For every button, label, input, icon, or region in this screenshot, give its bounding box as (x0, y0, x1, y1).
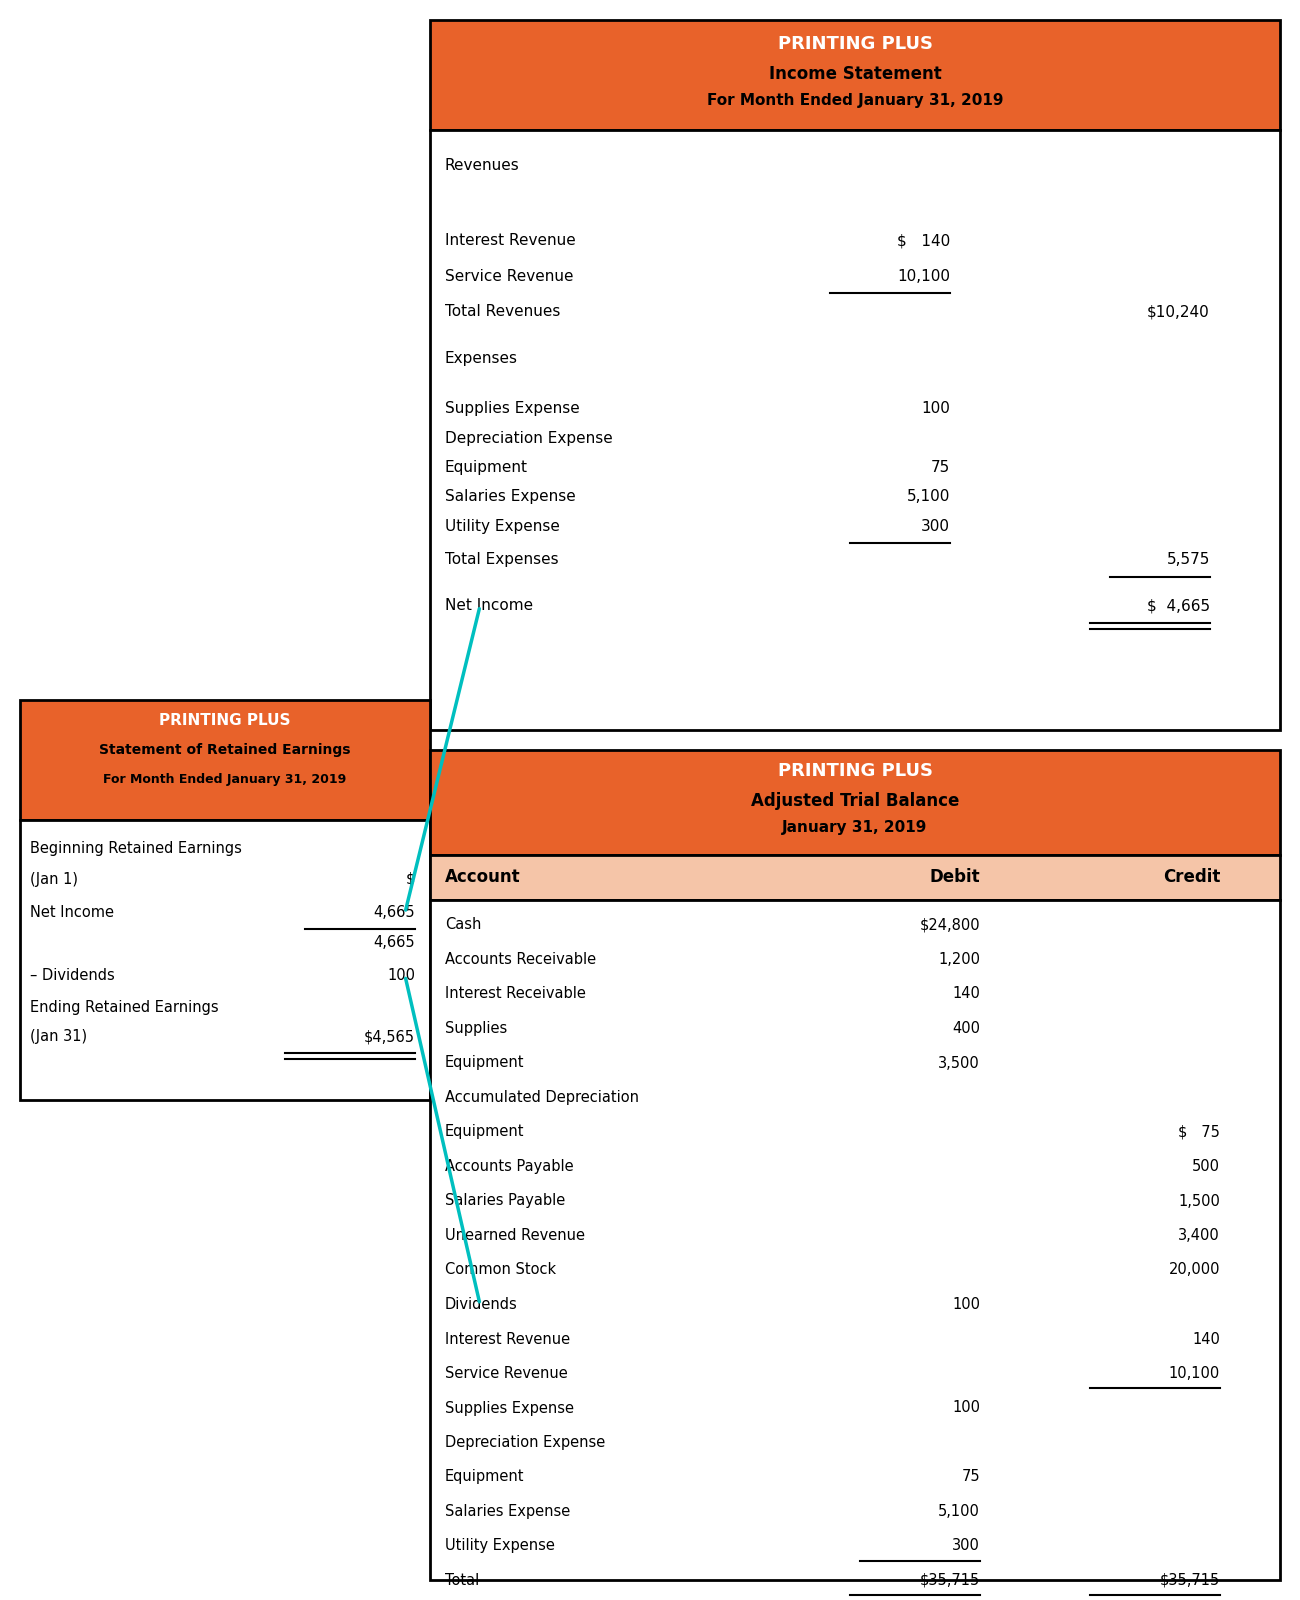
Text: PRINTING PLUS: PRINTING PLUS (777, 762, 932, 779)
Text: Supplies Expense: Supplies Expense (445, 1400, 575, 1416)
Text: $35,715: $35,715 (920, 1573, 980, 1587)
Text: Net Income: Net Income (30, 906, 114, 920)
Text: 5,575: 5,575 (1166, 552, 1210, 568)
Text: Dividends: Dividends (445, 1298, 517, 1312)
Bar (430, 750, 1280, 854)
Text: Salaries Payable: Salaries Payable (445, 1194, 566, 1208)
Text: Common Stock: Common Stock (445, 1262, 556, 1277)
Text: For Month Ended January 31, 2019: For Month Ended January 31, 2019 (707, 93, 1004, 109)
Text: Interest Receivable: Interest Receivable (445, 987, 586, 1002)
Text: 300: 300 (952, 1539, 980, 1554)
Text: 5,100: 5,100 (906, 490, 950, 504)
Text: $4,565: $4,565 (364, 1029, 415, 1045)
Text: 100: 100 (922, 402, 950, 416)
Text: Salaries Expense: Salaries Expense (445, 1504, 571, 1518)
Text: Depreciation Expense: Depreciation Expense (445, 1435, 606, 1450)
Text: 10,100: 10,100 (897, 269, 950, 283)
Text: – Dividends: – Dividends (30, 968, 114, 982)
Text: Supplies: Supplies (445, 1021, 507, 1037)
Text: 140: 140 (1192, 1331, 1219, 1347)
Text: Utility Expense: Utility Expense (445, 518, 560, 534)
Text: Total Revenues: Total Revenues (445, 304, 560, 320)
Text: 3,500: 3,500 (939, 1056, 980, 1070)
Text: Total Expenses: Total Expenses (445, 552, 559, 568)
Text: PRINTING PLUS: PRINTING PLUS (159, 714, 291, 728)
Text: Cash: Cash (445, 917, 481, 933)
Text: PRINTING PLUS: PRINTING PLUS (777, 35, 932, 53)
Text: 1,200: 1,200 (939, 952, 980, 966)
Text: 400: 400 (952, 1021, 980, 1037)
Text: Supplies Expense: Supplies Expense (445, 402, 580, 416)
Bar (430, 130, 1280, 730)
Bar (430, 19, 1280, 130)
Text: 500: 500 (1192, 1158, 1219, 1174)
Text: 1,500: 1,500 (1178, 1194, 1219, 1208)
Bar (20, 819, 430, 1101)
Text: 100: 100 (952, 1298, 980, 1312)
Text: Account: Account (445, 869, 520, 886)
Bar (430, 854, 1280, 899)
Text: 3,400: 3,400 (1178, 1229, 1219, 1243)
Text: Total: Total (445, 1573, 480, 1587)
Text: Debit: Debit (930, 869, 980, 886)
Text: Interest Revenue: Interest Revenue (445, 234, 576, 248)
Text: 20,000: 20,000 (1169, 1262, 1219, 1277)
Text: Equipment: Equipment (445, 1125, 524, 1139)
Text: $10,240: $10,240 (1147, 304, 1210, 320)
Text: Revenues: Revenues (445, 157, 520, 173)
Text: Ending Retained Earnings: Ending Retained Earnings (30, 1000, 218, 1014)
Text: For Month Ended January 31, 2019: For Month Ended January 31, 2019 (104, 773, 347, 786)
Text: Expenses: Expenses (445, 350, 517, 366)
Text: Unearned Revenue: Unearned Revenue (445, 1229, 585, 1243)
Text: 75: 75 (962, 1469, 980, 1485)
Text: Equipment: Equipment (445, 1469, 524, 1485)
Text: Service Revenue: Service Revenue (445, 1366, 568, 1381)
Text: 4,665: 4,665 (373, 934, 415, 950)
Text: 10,100: 10,100 (1169, 1366, 1219, 1381)
Text: Salaries Expense: Salaries Expense (445, 490, 576, 504)
Text: 140: 140 (952, 987, 980, 1002)
Text: Credit: Credit (1162, 869, 1219, 886)
Text: Depreciation Expense: Depreciation Expense (445, 430, 612, 445)
Text: 4,665: 4,665 (373, 906, 415, 920)
Text: Accounts Payable: Accounts Payable (445, 1158, 573, 1174)
Text: $  4,665: $ 4,665 (1147, 598, 1210, 613)
Text: (Jan 1): (Jan 1) (30, 872, 78, 886)
Text: Equipment: Equipment (445, 459, 528, 475)
Text: Statement of Retained Earnings: Statement of Retained Earnings (99, 742, 351, 757)
Text: 5,100: 5,100 (939, 1504, 980, 1518)
Text: Income Statement: Income Statement (768, 66, 941, 83)
Text: (Jan 31): (Jan 31) (30, 1029, 87, 1045)
Text: $: $ (406, 872, 415, 886)
Text: $   140: $ 140 (897, 234, 950, 248)
Text: Accumulated Depreciation: Accumulated Depreciation (445, 1090, 640, 1106)
Text: 100: 100 (387, 968, 415, 982)
Text: January 31, 2019: January 31, 2019 (783, 819, 928, 835)
Text: Interest Revenue: Interest Revenue (445, 1331, 571, 1347)
Text: 75: 75 (931, 459, 950, 475)
Text: $24,800: $24,800 (919, 917, 980, 933)
Text: Service Revenue: Service Revenue (445, 269, 573, 283)
Bar (430, 899, 1280, 1581)
Text: 300: 300 (920, 518, 950, 534)
Text: Equipment: Equipment (445, 1056, 524, 1070)
Bar (20, 701, 430, 819)
Text: Beginning Retained Earnings: Beginning Retained Earnings (30, 840, 242, 856)
Text: Net Income: Net Income (445, 598, 533, 613)
Text: Accounts Receivable: Accounts Receivable (445, 952, 597, 966)
Text: Utility Expense: Utility Expense (445, 1539, 555, 1554)
Text: 100: 100 (952, 1400, 980, 1416)
Text: $   75: $ 75 (1178, 1125, 1219, 1139)
Text: Adjusted Trial Balance: Adjusted Trial Balance (751, 792, 959, 810)
Text: $35,715: $35,715 (1160, 1573, 1219, 1587)
